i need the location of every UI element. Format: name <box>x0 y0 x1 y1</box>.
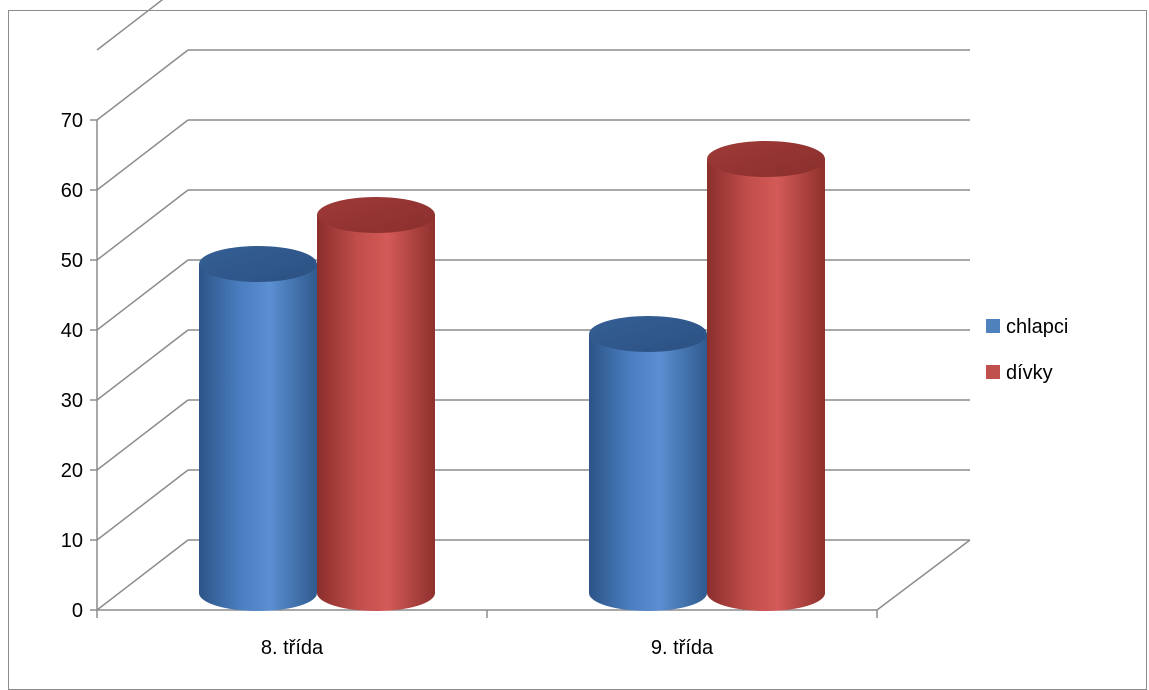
side-gridline <box>96 329 189 401</box>
bar-top <box>589 316 707 352</box>
side-gridline <box>96 49 189 121</box>
bar-top <box>199 246 317 282</box>
side-gridline <box>96 399 189 471</box>
y-tick-label: 50 <box>61 250 83 272</box>
side-gridline <box>96 119 189 191</box>
side-gridline <box>96 0 164 51</box>
side-gridline <box>96 469 189 541</box>
x-tick-label: 9. třída <box>651 637 714 659</box>
legend-swatch <box>986 319 1000 333</box>
y-tick-label: 60 <box>61 180 83 202</box>
y-tick-label: 0 <box>72 600 83 622</box>
side-gridline <box>96 539 189 611</box>
bar-dívky-0 <box>317 197 435 611</box>
bar-chlapci-1 <box>589 316 707 611</box>
x-tick-label: 8. třída <box>261 637 324 659</box>
floor-right-edge <box>876 539 971 611</box>
legend-label: dívky <box>1006 362 1053 384</box>
chart-frame <box>8 10 1147 690</box>
legend: chlapci dívky <box>986 316 1068 384</box>
side-gridline <box>96 189 189 261</box>
legend-label: chlapci <box>1006 316 1068 338</box>
legend-item-dívky: dívky <box>986 362 1053 384</box>
bar-chlapci-0 <box>199 246 317 611</box>
axis-layer: 0 10 20 30 40 50 60 70 8. třída 9. třída <box>61 110 971 659</box>
y-tick-label: 30 <box>61 390 83 412</box>
bar-body <box>707 159 825 611</box>
y-tick-label: 20 <box>61 460 83 482</box>
bars-layer <box>199 141 825 611</box>
y-tick-label: 70 <box>61 110 83 132</box>
legend-swatch <box>986 365 1000 379</box>
y-tick-label: 40 <box>61 320 83 342</box>
y-tick-label: 10 <box>61 530 83 552</box>
bar-dívky-1 <box>707 141 825 611</box>
bar-top <box>317 197 435 233</box>
bar-body <box>317 215 435 611</box>
bar-body <box>199 264 317 611</box>
legend-item-chlapci: chlapci <box>986 316 1068 338</box>
bar-top <box>707 141 825 177</box>
bar-body <box>589 334 707 611</box>
side-gridline <box>96 259 189 331</box>
